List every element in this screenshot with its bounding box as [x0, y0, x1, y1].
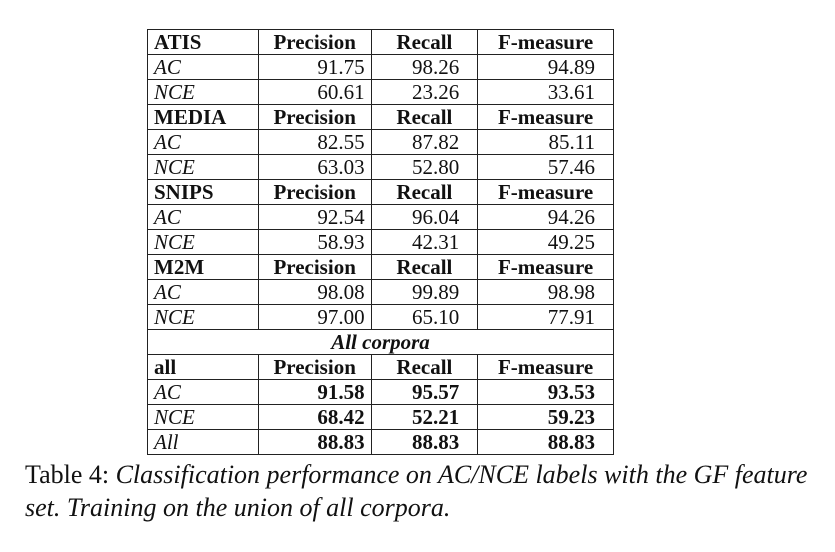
recall-value: 95.57	[370, 379, 479, 405]
recall-header: Recall	[370, 29, 479, 55]
header-row-snips: SNIPS Precision Recall F-measure	[147, 179, 614, 205]
table-row: AC 91.58 95.57 93.53	[147, 379, 614, 405]
row-label: AC	[147, 379, 259, 405]
f-measure-value: 57.46	[477, 154, 614, 180]
f-measure-header: F-measure	[477, 179, 614, 205]
row-label: All	[147, 429, 259, 455]
precision-value: 60.61	[257, 79, 372, 105]
f-measure-value: 98.98	[477, 279, 614, 305]
recall-value: 96.04	[370, 204, 479, 230]
recall-header: Recall	[370, 104, 479, 130]
precision-header: Precision	[257, 104, 372, 130]
row-label: AC	[147, 204, 259, 230]
precision-value: 68.42	[257, 404, 372, 430]
precision-value: 91.58	[257, 379, 372, 405]
precision-value: 91.75	[257, 54, 372, 80]
recall-value: 88.83	[370, 429, 479, 455]
corpus-name-all: all	[147, 354, 259, 380]
results-table: ATIS Precision Recall F-measure AC 91.75…	[147, 29, 614, 455]
recall-value: 42.31	[370, 229, 479, 255]
header-row-media: MEDIA Precision Recall F-measure	[147, 104, 614, 130]
f-measure-value: 59.23	[477, 404, 614, 430]
table-row: All 88.83 88.83 88.83	[147, 429, 614, 455]
table-row: AC 92.54 96.04 94.26	[147, 204, 614, 230]
corpus-name-snips: SNIPS	[147, 179, 259, 205]
caption-text: Classification performance on AC/NCE lab…	[25, 460, 808, 522]
f-measure-header: F-measure	[477, 104, 614, 130]
table-row: AC 98.08 99.89 98.98	[147, 279, 614, 305]
row-label: NCE	[147, 404, 259, 430]
f-measure-value: 94.89	[477, 54, 614, 80]
precision-header: Precision	[257, 179, 372, 205]
row-label: AC	[147, 129, 259, 155]
precision-header: Precision	[257, 354, 372, 380]
row-label: NCE	[147, 79, 259, 105]
recall-header: Recall	[370, 179, 479, 205]
corpus-name-atis: ATIS	[147, 29, 259, 55]
f-measure-value: 88.83	[477, 429, 614, 455]
f-measure-header: F-measure	[477, 354, 614, 380]
row-label: NCE	[147, 154, 259, 180]
corpus-name-media: MEDIA	[147, 104, 259, 130]
f-measure-value: 77.91	[477, 304, 614, 330]
precision-value: 88.83	[257, 429, 372, 455]
recall-header: Recall	[370, 254, 479, 280]
f-measure-header: F-measure	[477, 254, 614, 280]
table-row: NCE 68.42 52.21 59.23	[147, 404, 614, 430]
table-row: NCE 63.03 52.80 57.46	[147, 154, 614, 180]
header-row-all: all Precision Recall F-measure	[147, 354, 614, 380]
recall-value: 99.89	[370, 279, 479, 305]
table-row: NCE 97.00 65.10 77.91	[147, 304, 614, 330]
table-row: AC 82.55 87.82 85.11	[147, 129, 614, 155]
recall-value: 52.80	[370, 154, 479, 180]
precision-header: Precision	[257, 254, 372, 280]
row-label: NCE	[147, 304, 259, 330]
precision-value: 97.00	[257, 304, 372, 330]
recall-value: 23.26	[370, 79, 479, 105]
recall-header: Recall	[370, 354, 479, 380]
precision-value: 58.93	[257, 229, 372, 255]
f-measure-value: 94.26	[477, 204, 614, 230]
table-row: AC 91.75 98.26 94.89	[147, 54, 614, 80]
table-row: NCE 60.61 23.26 33.61	[147, 79, 614, 105]
f-measure-value: 93.53	[477, 379, 614, 405]
f-measure-value: 85.11	[477, 129, 614, 155]
row-label: AC	[147, 279, 259, 305]
row-label: AC	[147, 54, 259, 80]
f-measure-value: 33.61	[477, 79, 614, 105]
precision-value: 92.54	[257, 204, 372, 230]
table-row: NCE 58.93 42.31 49.25	[147, 229, 614, 255]
f-measure-header: F-measure	[477, 29, 614, 55]
row-label: NCE	[147, 229, 259, 255]
all-corpora-title-row: All corpora	[147, 329, 614, 355]
precision-header: Precision	[257, 29, 372, 55]
precision-value: 63.03	[257, 154, 372, 180]
recall-value: 52.21	[370, 404, 479, 430]
precision-value: 82.55	[257, 129, 372, 155]
caption-label: Table 4:	[25, 460, 110, 489]
table-caption: Table 4: Classification performance on A…	[25, 458, 825, 524]
header-row-m2m: M2M Precision Recall F-measure	[147, 254, 614, 280]
corpus-name-m2m: M2M	[147, 254, 259, 280]
recall-value: 98.26	[370, 54, 479, 80]
f-measure-value: 49.25	[477, 229, 614, 255]
recall-value: 65.10	[370, 304, 479, 330]
all-corpora-title: All corpora	[147, 329, 614, 355]
recall-value: 87.82	[370, 129, 479, 155]
precision-value: 98.08	[257, 279, 372, 305]
header-row-atis: ATIS Precision Recall F-measure	[147, 29, 614, 55]
